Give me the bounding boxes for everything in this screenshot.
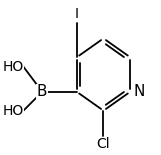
Text: B: B	[37, 84, 47, 99]
Text: Cl: Cl	[97, 137, 110, 151]
Text: I: I	[75, 7, 79, 21]
Text: HO: HO	[2, 104, 23, 118]
Text: HO: HO	[2, 60, 23, 74]
Text: N: N	[133, 84, 145, 99]
